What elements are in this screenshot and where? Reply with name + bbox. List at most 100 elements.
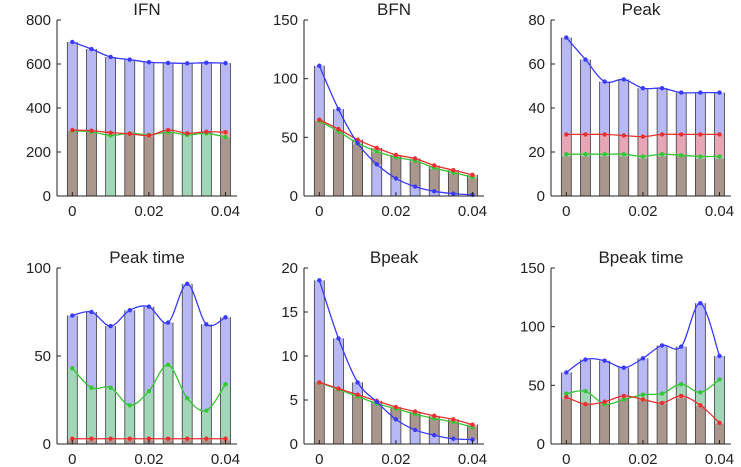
data-point-green [621, 152, 626, 157]
data-point-green [165, 362, 171, 367]
data-point-blue [602, 358, 607, 363]
bar-blue [124, 59, 135, 196]
data-point-red [89, 436, 94, 441]
bar-base [429, 418, 440, 444]
data-point-red [185, 436, 190, 441]
data-point-red [451, 417, 456, 422]
bar-base [429, 169, 440, 196]
bar-green [182, 134, 193, 196]
bar-base [561, 156, 572, 196]
bars [560, 37, 725, 196]
data-point-green [223, 381, 228, 387]
y-tick-label: 600 [26, 56, 51, 73]
data-point-blue [165, 320, 171, 325]
x-tick-label: 0.04 [705, 203, 734, 220]
y-tick-label: 15 [281, 304, 298, 321]
x-tick-label: 0.04 [211, 451, 240, 467]
data-point-green [679, 381, 684, 387]
bar-base [124, 440, 135, 444]
bar-green [105, 387, 116, 444]
x-tick-label: 0.02 [628, 203, 657, 220]
bar-green [182, 398, 193, 444]
data-point-blue [70, 39, 75, 45]
bar-green [67, 368, 78, 444]
data-point-blue [355, 380, 360, 385]
data-point-blue [583, 357, 588, 362]
y-tick-label: 10 [281, 348, 298, 365]
bar-base [182, 440, 193, 444]
data-point-blue [146, 304, 152, 309]
data-point-green [223, 134, 228, 140]
data-point-red [602, 132, 607, 137]
data-point-green [146, 389, 152, 394]
data-point-blue [451, 191, 456, 196]
panel-bpeak-time: Bpeak time 0 50 100 150 0 0.02 0.04 [520, 248, 734, 467]
bar-base [67, 131, 78, 196]
data-point-blue [412, 184, 418, 189]
data-point-blue [317, 278, 322, 283]
x-tick-label: 0.04 [211, 203, 240, 220]
data-point-red [698, 403, 703, 408]
data-point-red [336, 386, 341, 391]
data-point-green [374, 149, 379, 154]
bar-base [333, 389, 344, 444]
data-point-red [640, 397, 646, 402]
bar-blue [67, 42, 78, 196]
data-point-red [412, 156, 418, 161]
bar-base [695, 406, 706, 444]
bar-green [163, 364, 174, 444]
data-point-green [602, 152, 607, 157]
data-point-blue [717, 90, 722, 95]
data-point-red [89, 128, 94, 133]
data-point-blue [412, 427, 418, 433]
data-point-green [717, 154, 722, 159]
data-point-red [564, 394, 569, 400]
bar-blue [86, 312, 97, 444]
panel-ifn: IFN 0 200 400 600 800 0 0.02 0.04 [26, 0, 240, 220]
data-point-red [70, 436, 75, 441]
data-point-blue [470, 437, 475, 442]
bar-blue [410, 429, 421, 444]
bar-base [714, 424, 725, 444]
data-point-red [717, 420, 722, 426]
panel-title: Bpeak [370, 248, 419, 267]
x-tick-label: 0.02 [134, 451, 163, 467]
bar-blue [182, 283, 193, 444]
x-tick-label: 0.04 [705, 451, 734, 467]
data-point-red [165, 127, 171, 133]
data-point-green [564, 391, 569, 396]
data-point-red [165, 436, 171, 441]
data-point-red [204, 129, 209, 134]
bar-base [163, 132, 174, 196]
y-tick-label: 50 [34, 348, 51, 365]
y-tick-label: 0 [290, 188, 298, 205]
bar-base [124, 134, 135, 196]
data-point-red [108, 130, 113, 135]
data-point-green [698, 390, 703, 395]
data-point-red [336, 126, 341, 132]
data-point-red [640, 134, 646, 139]
y-tick-label: 0 [43, 188, 51, 205]
data-point-blue [204, 322, 209, 327]
data-point-blue [451, 436, 456, 441]
data-point-red [432, 163, 437, 168]
bar-blue [390, 178, 401, 196]
data-point-blue [564, 35, 569, 40]
bars [313, 65, 478, 196]
bar-green [86, 387, 97, 444]
bar-base [467, 178, 478, 196]
bar-blue [314, 280, 325, 444]
data-point-blue [89, 309, 94, 315]
data-point-red [223, 130, 228, 135]
x-tick-label: 0.02 [134, 203, 163, 220]
bars [560, 303, 725, 444]
data-point-blue [204, 60, 209, 65]
data-point-green [583, 152, 588, 157]
data-point-red [659, 132, 665, 137]
bar-blue [429, 435, 440, 444]
data-point-red [602, 399, 607, 404]
data-point-blue [70, 313, 75, 318]
data-point-blue [432, 189, 437, 194]
data-point-red [698, 132, 703, 137]
